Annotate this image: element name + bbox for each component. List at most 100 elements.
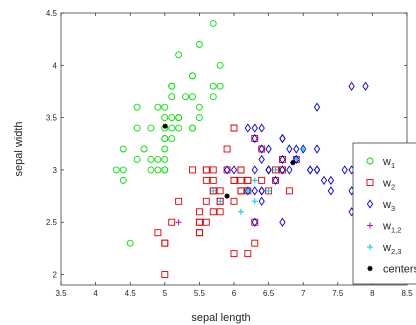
x-tick-label: 5	[163, 289, 168, 298]
series-3	[175, 219, 182, 226]
data-point	[224, 193, 230, 199]
data-point	[293, 144, 300, 154]
data-point	[189, 93, 196, 101]
data-point	[300, 146, 307, 152]
y-tick-label: 3.5	[46, 114, 58, 123]
data-point	[154, 166, 162, 174]
data-point	[272, 166, 279, 173]
data-point	[341, 165, 348, 175]
legend-label-sub: 3	[391, 204, 395, 213]
y-tick-label: 4	[53, 61, 58, 70]
data-point	[195, 114, 203, 122]
y-tick-label: 3	[53, 166, 58, 175]
data-point	[279, 217, 286, 227]
data-point	[216, 61, 224, 69]
data-point	[290, 160, 296, 166]
series-0	[112, 20, 224, 247]
data-point	[286, 165, 293, 175]
data-point	[348, 81, 355, 91]
legend-label-sub: 2,3	[391, 247, 401, 256]
data-point	[216, 187, 224, 195]
data-point	[195, 40, 203, 48]
data-point	[202, 176, 210, 184]
data-point	[217, 198, 224, 205]
legend-label-main: w	[382, 199, 391, 211]
data-point	[161, 135, 169, 142]
data-point	[161, 103, 169, 111]
legend-label-main: w	[382, 221, 391, 233]
data-point	[209, 208, 217, 216]
plot-background	[61, 13, 407, 285]
data-point	[244, 186, 251, 196]
data-point	[189, 166, 196, 174]
data-point	[272, 175, 279, 185]
legend-label-main: w	[382, 178, 391, 190]
x-tick-label: 8.5	[401, 289, 413, 298]
data-point	[293, 154, 300, 165]
data-point	[119, 166, 127, 174]
x-tick-label: 8	[370, 289, 375, 298]
data-point	[320, 175, 328, 185]
y-tick-label: 2.5	[46, 218, 58, 227]
data-point	[168, 93, 176, 101]
data-point	[147, 166, 155, 174]
data-point	[362, 81, 369, 91]
data-point	[216, 82, 224, 90]
data-point	[279, 154, 286, 165]
legend-marker	[367, 244, 373, 250]
data-point	[258, 186, 265, 196]
x-tick-label: 6.5	[263, 289, 275, 298]
data-point	[258, 154, 265, 165]
data-point	[182, 93, 190, 101]
data-point	[189, 72, 196, 80]
data-point	[230, 176, 238, 184]
legend-marker	[367, 222, 373, 229]
legend-label: w1,2	[382, 221, 401, 235]
x-tick-label: 6	[232, 289, 237, 298]
data-point	[251, 186, 258, 196]
data-point	[175, 114, 183, 122]
data-point	[300, 144, 307, 154]
data-point	[327, 175, 335, 185]
data-point	[126, 239, 134, 247]
data-point	[202, 166, 210, 174]
data-point	[244, 123, 251, 133]
data-point	[244, 187, 251, 194]
data-point	[168, 218, 176, 226]
series-4	[210, 146, 307, 215]
data-point	[230, 124, 238, 132]
data-point	[161, 166, 169, 174]
data-point	[223, 145, 231, 153]
legend-label: w3	[382, 199, 395, 213]
legend-label-sub: 2	[391, 183, 395, 192]
series-5	[162, 123, 296, 199]
legend-box	[352, 142, 416, 285]
x-tick-label: 5.5	[194, 289, 206, 298]
data-point	[168, 135, 176, 142]
x-tick-label: 4.5	[125, 289, 137, 298]
data-point	[251, 239, 259, 247]
data-point	[168, 114, 176, 122]
data-point	[230, 250, 238, 258]
data-point	[279, 165, 286, 175]
data-point	[265, 165, 272, 175]
data-point	[306, 165, 314, 175]
data-point	[237, 208, 244, 215]
data-point	[119, 176, 127, 184]
legend-marker	[366, 179, 374, 186]
data-point	[154, 229, 162, 237]
legend-label-main: w	[382, 156, 391, 168]
data-point	[251, 165, 258, 175]
legend-label: w2,3	[382, 242, 401, 256]
y-tick-label: 2	[53, 271, 58, 280]
data-point	[162, 123, 168, 129]
data-point	[209, 166, 217, 174]
data-point	[258, 144, 265, 154]
data-point	[175, 51, 183, 59]
data-point	[161, 271, 169, 278]
data-point	[313, 165, 321, 175]
data-point	[175, 124, 183, 132]
legend-label: w2	[382, 178, 395, 192]
